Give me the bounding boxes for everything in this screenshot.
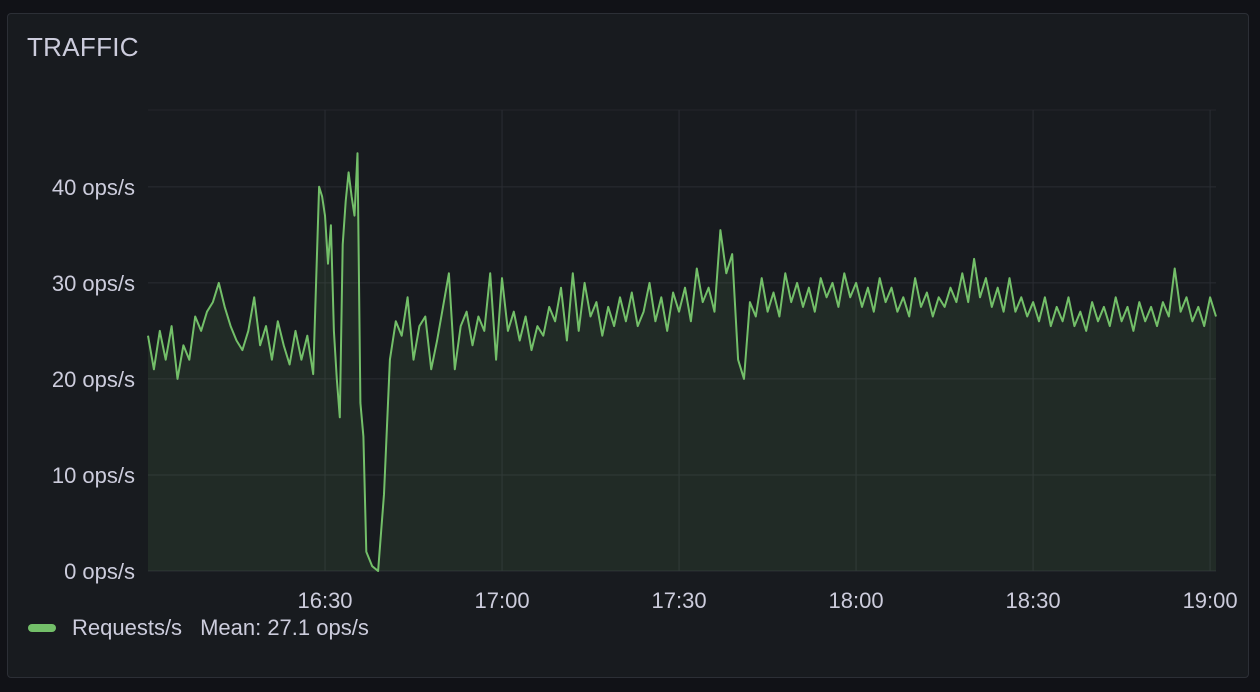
x-axis-ticks: 16:30 17:00 17:30 18:00 18:30 19:00 bbox=[297, 588, 1237, 613]
y-tick-label: 40 ops/s bbox=[52, 175, 135, 200]
series-area-layer bbox=[148, 153, 1216, 571]
y-tick-label: 0 ops/s bbox=[64, 559, 135, 584]
panel-title: TRAFFIC bbox=[27, 32, 139, 62]
x-tick-label: 16:30 bbox=[297, 588, 352, 613]
legend-swatch bbox=[28, 624, 56, 632]
series-line-layer bbox=[147, 152, 1217, 572]
y-axis-ticks: 0 ops/s 10 ops/s 20 ops/s 30 ops/s 40 ops/s bbox=[52, 175, 135, 584]
x-tick-label: 17:00 bbox=[475, 588, 530, 613]
y-tick-label: 20 ops/s bbox=[52, 367, 135, 392]
x-tick-label: 17:30 bbox=[652, 588, 707, 613]
legend-mean-value: Mean: 27.1 ops/s bbox=[200, 615, 369, 640]
chart-legend[interactable]: Requests/s Mean: 27.1 ops/s bbox=[28, 615, 369, 641]
series-area-fill bbox=[148, 153, 1216, 571]
y-tick-label: 10 ops/s bbox=[52, 463, 135, 488]
series-line bbox=[147, 152, 1217, 572]
x-tick-label: 19:00 bbox=[1183, 588, 1238, 613]
chart-grid bbox=[148, 109, 1216, 572]
x-tick-label: 18:30 bbox=[1006, 588, 1061, 613]
y-tick-label: 30 ops/s bbox=[52, 271, 135, 296]
traffic-panel: TRAFFIC bbox=[7, 13, 1249, 678]
x-tick-label: 18:00 bbox=[829, 588, 884, 613]
legend-series-name[interactable]: Requests/s bbox=[72, 615, 183, 640]
